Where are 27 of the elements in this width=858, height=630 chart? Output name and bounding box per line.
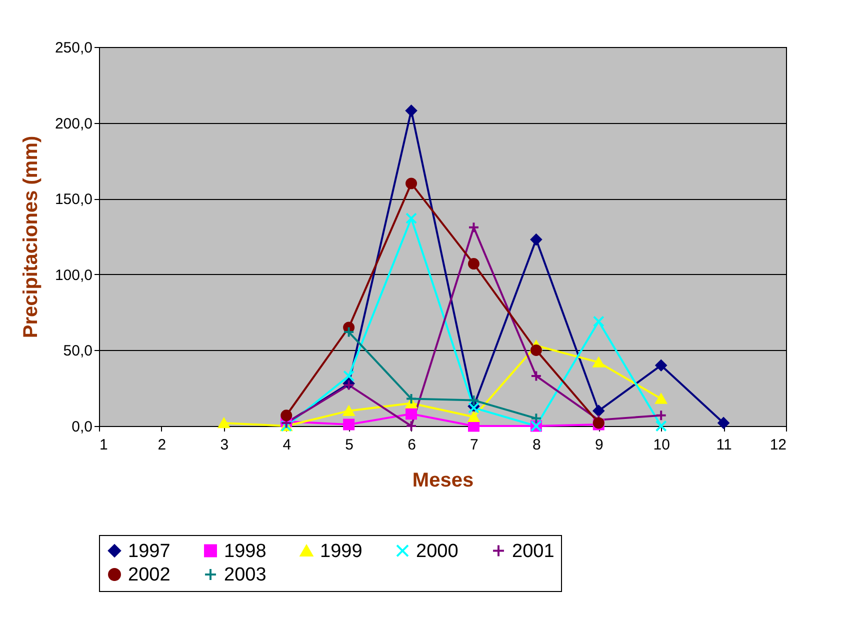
y-axis-title: Precipitaciones (mm) xyxy=(20,136,42,338)
x-tick-label: 7 xyxy=(470,436,478,454)
x-axis-title: Meses xyxy=(412,470,474,492)
y-tick-label: 200,0 xyxy=(54,115,92,132)
legend-label: 1999 xyxy=(320,540,362,562)
y-tick-label: 50,0 xyxy=(63,342,92,360)
x-tick-label: 2 xyxy=(158,436,166,454)
y-tick-label: 0,0 xyxy=(72,418,92,436)
x-tick-label: 6 xyxy=(408,436,416,454)
x-tick-label: 11 xyxy=(716,436,732,454)
legend-label: 1997 xyxy=(128,540,170,562)
legend-label: 2003 xyxy=(224,564,266,586)
x-tick-label: 9 xyxy=(594,436,604,454)
x-tick-label: 4 xyxy=(282,436,292,454)
x-tick-label: 3 xyxy=(220,436,229,454)
x-tick-label: 1 xyxy=(100,436,108,454)
legend-label: 2002 xyxy=(128,564,170,586)
x-tick-label: 10 xyxy=(653,436,670,454)
legend-label: 1998 xyxy=(224,540,266,562)
x-tick-label: 5 xyxy=(345,436,354,454)
x-tick-label: 12 xyxy=(770,436,786,454)
y-tick-label: 100,0 xyxy=(54,266,92,284)
x-tick-label: 8 xyxy=(532,436,541,454)
y-tick-label: 250,0 xyxy=(54,40,92,56)
legend-label: 2000 xyxy=(416,540,458,562)
legend-label: 2001 xyxy=(512,540,554,562)
y-tick-label: 150,0 xyxy=(54,191,92,208)
